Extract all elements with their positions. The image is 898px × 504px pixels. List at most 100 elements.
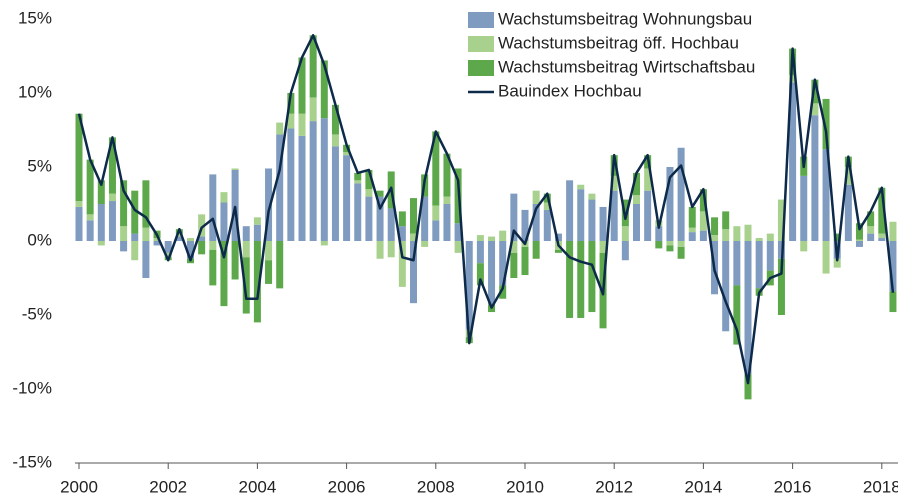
bar: [867, 233, 875, 241]
bar: [387, 241, 395, 258]
bar: [398, 226, 406, 241]
bar: [209, 174, 217, 241]
bar: [142, 241, 150, 278]
bar: [131, 190, 139, 234]
bar: [777, 258, 785, 315]
x-tick-label: 2016: [774, 477, 812, 496]
bar: [198, 241, 206, 255]
bar: [108, 201, 116, 241]
bar: [331, 134, 339, 147]
bar: [175, 236, 183, 241]
bar: [432, 220, 440, 241]
bar: [566, 180, 574, 241]
bar: [331, 104, 339, 135]
bar: [309, 97, 317, 122]
bar: [755, 238, 763, 241]
bar: [298, 57, 306, 114]
bar: [108, 193, 116, 202]
bar: [309, 121, 317, 241]
bar: [666, 245, 674, 252]
bar: [410, 198, 417, 234]
y-tick-label: -10%: [12, 378, 52, 397]
bar: [521, 209, 529, 241]
bar: [276, 122, 284, 135]
bar: [733, 285, 741, 345]
bar: [298, 113, 306, 136]
bar: [120, 180, 128, 227]
y-tick-label: 10%: [18, 82, 52, 101]
bar: [153, 241, 161, 246]
bar: [621, 241, 629, 261]
bar: [354, 172, 362, 181]
bar: [398, 211, 406, 227]
bar: [677, 147, 685, 241]
y-tick-label: -15%: [12, 452, 52, 471]
bar: [510, 241, 518, 253]
x-tick-label: 2004: [238, 477, 276, 496]
x-tick-label: 2010: [506, 477, 544, 496]
bar: [454, 223, 462, 241]
line: [77, 34, 895, 385]
bar: [856, 223, 863, 240]
bar: [833, 258, 841, 268]
bar: [242, 226, 250, 241]
bar: [164, 241, 172, 253]
bar: [867, 211, 875, 227]
bar: [265, 168, 273, 241]
bar: [108, 137, 116, 194]
bar: [131, 241, 139, 261]
bar: [699, 211, 707, 231]
bar: [198, 214, 206, 237]
bar: [711, 217, 719, 236]
bar: [421, 241, 429, 247]
bar: [131, 233, 139, 241]
bar: [265, 241, 273, 261]
bar: [733, 241, 741, 286]
bar: [488, 241, 496, 305]
bar: [320, 241, 328, 246]
bar: [320, 118, 328, 241]
bar: [766, 233, 774, 241]
bar: [633, 195, 640, 204]
legend-swatch: [468, 12, 494, 28]
bar: [75, 113, 83, 202]
bar: [554, 249, 562, 253]
bar: [532, 204, 540, 241]
bar: [153, 238, 161, 241]
bar: [599, 206, 607, 241]
bar: [298, 135, 306, 241]
bar: [577, 189, 585, 241]
bar: [309, 35, 317, 98]
bar: [410, 241, 417, 304]
x-tick-label: 2006: [328, 477, 366, 496]
bar: [253, 224, 261, 241]
bar: [287, 93, 295, 114]
bar: [220, 192, 228, 203]
bar: [577, 184, 585, 190]
bar: [75, 201, 83, 207]
bar: [253, 241, 261, 323]
bar: [187, 241, 194, 259]
bar: [476, 241, 484, 264]
bar: [97, 241, 105, 246]
bar: [220, 202, 228, 241]
bar: [554, 233, 562, 241]
bar: [800, 175, 808, 241]
bar: [532, 190, 540, 204]
bar: [878, 233, 886, 239]
x-tick-label: 2012: [595, 477, 633, 496]
y-tick-label: 0%: [27, 230, 52, 249]
bar: [376, 241, 384, 259]
bar: [499, 230, 507, 241]
x-tick-label: 2014: [684, 477, 722, 496]
bar: [276, 241, 284, 289]
legend-swatch: [468, 60, 494, 76]
bar: [889, 241, 897, 292]
bar: [833, 233, 841, 241]
bar: [97, 180, 105, 204]
x-tick-label: 2002: [149, 477, 187, 496]
legend-swatch: [468, 36, 494, 52]
bar: [476, 263, 484, 286]
